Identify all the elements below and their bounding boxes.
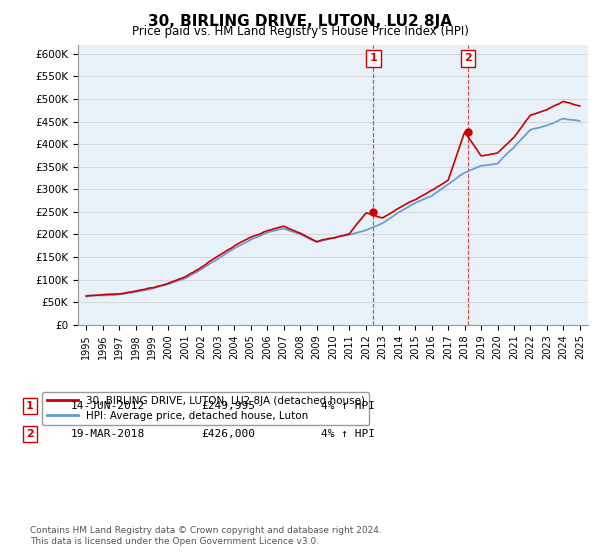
Text: Price paid vs. HM Land Registry's House Price Index (HPI): Price paid vs. HM Land Registry's House … <box>131 25 469 38</box>
Text: £249,995: £249,995 <box>201 401 255 411</box>
Text: 1: 1 <box>26 401 34 411</box>
Text: 2: 2 <box>26 429 34 439</box>
Legend: 30, BIRLING DRIVE, LUTON, LU2 8JA (detached house), HPI: Average price, detached: 30, BIRLING DRIVE, LUTON, LU2 8JA (detac… <box>43 391 370 425</box>
Text: 4% ↑ HPI: 4% ↑ HPI <box>321 401 375 411</box>
Text: 14-JUN-2012: 14-JUN-2012 <box>71 401 145 411</box>
Text: 4% ↑ HPI: 4% ↑ HPI <box>321 429 375 439</box>
Text: Contains HM Land Registry data © Crown copyright and database right 2024.
This d: Contains HM Land Registry data © Crown c… <box>30 526 382 546</box>
Text: £426,000: £426,000 <box>201 429 255 439</box>
Text: 19-MAR-2018: 19-MAR-2018 <box>71 429 145 439</box>
Text: 30, BIRLING DRIVE, LUTON, LU2 8JA: 30, BIRLING DRIVE, LUTON, LU2 8JA <box>148 14 452 29</box>
Text: 2: 2 <box>464 53 472 63</box>
Text: 1: 1 <box>370 53 377 63</box>
